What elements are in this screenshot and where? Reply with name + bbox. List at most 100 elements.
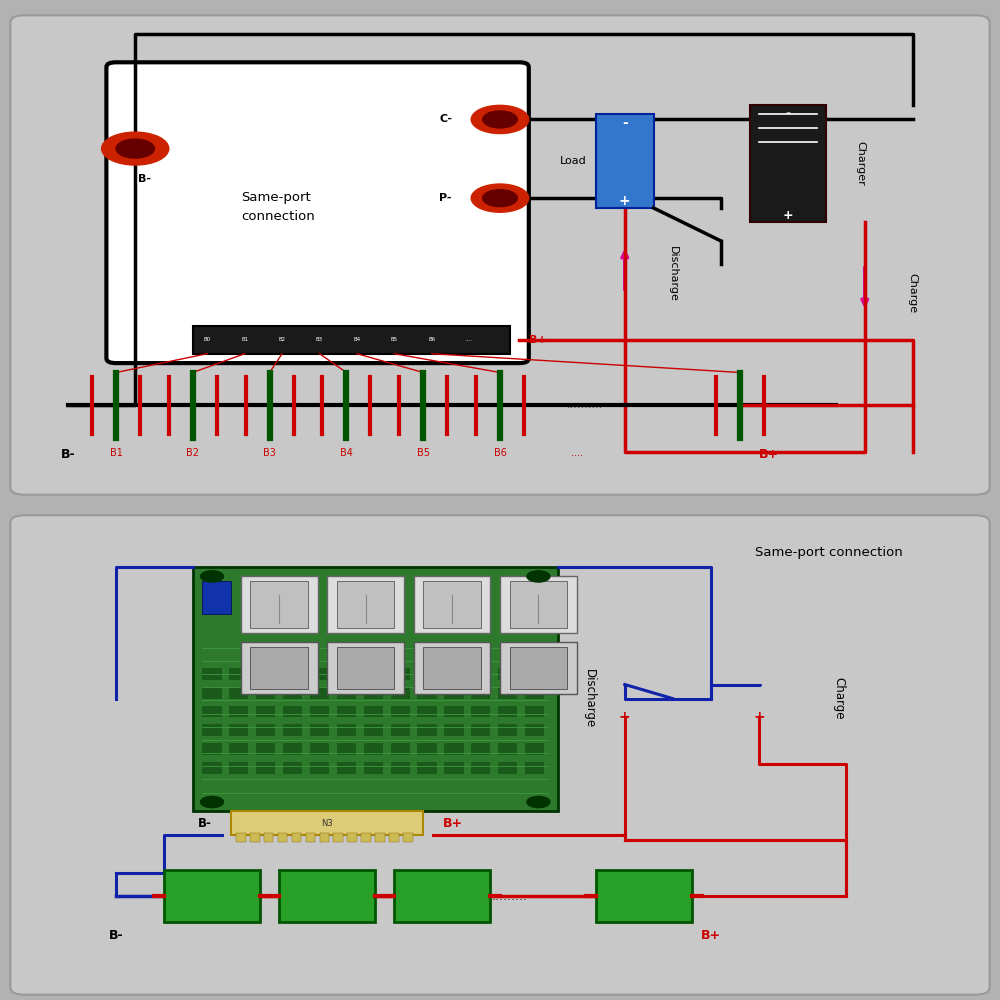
Bar xyxy=(471,724,490,736)
Bar xyxy=(337,706,356,717)
Text: B+: B+ xyxy=(529,335,546,345)
Bar xyxy=(347,833,357,842)
Bar xyxy=(364,762,383,774)
Bar xyxy=(256,668,275,680)
Text: B-: B- xyxy=(198,817,212,830)
Bar xyxy=(250,833,260,842)
Bar xyxy=(310,724,329,736)
Bar xyxy=(525,687,544,699)
Bar xyxy=(256,687,275,699)
Bar xyxy=(525,668,544,680)
Bar xyxy=(310,743,329,755)
Bar xyxy=(471,743,490,755)
Bar xyxy=(337,724,356,736)
Circle shape xyxy=(527,796,550,808)
Bar xyxy=(250,647,308,689)
Bar xyxy=(417,724,437,736)
Text: B+: B+ xyxy=(759,448,779,461)
Bar xyxy=(417,668,437,680)
Text: B2: B2 xyxy=(186,448,199,458)
Bar xyxy=(391,668,410,680)
Bar xyxy=(444,668,464,680)
Bar xyxy=(423,647,481,689)
Bar xyxy=(256,762,275,774)
Bar xyxy=(364,668,383,680)
Text: .........: ......... xyxy=(492,890,528,902)
Bar xyxy=(283,706,302,717)
Text: B1: B1 xyxy=(241,337,248,342)
Bar xyxy=(444,724,464,736)
Circle shape xyxy=(102,132,169,165)
Text: B3: B3 xyxy=(316,337,323,342)
Bar xyxy=(414,642,490,694)
Bar xyxy=(283,724,302,736)
Bar xyxy=(229,706,248,717)
Bar xyxy=(202,581,231,614)
Text: +: + xyxy=(753,710,765,724)
Text: +: + xyxy=(619,710,631,724)
Bar xyxy=(391,743,410,755)
Bar xyxy=(471,762,490,774)
Text: B4: B4 xyxy=(340,448,353,458)
Bar xyxy=(525,724,544,736)
Bar xyxy=(241,642,318,694)
Bar xyxy=(327,642,404,694)
Bar xyxy=(510,581,567,628)
Bar xyxy=(525,706,544,717)
Bar xyxy=(471,687,490,699)
Bar xyxy=(236,833,246,842)
Text: +: + xyxy=(619,194,631,208)
Circle shape xyxy=(200,796,224,808)
Text: B-: B- xyxy=(109,929,123,942)
Bar xyxy=(500,642,577,694)
Bar xyxy=(750,105,826,222)
Bar xyxy=(417,762,437,774)
Bar xyxy=(403,833,413,842)
Text: Charge: Charge xyxy=(908,273,918,313)
Bar xyxy=(310,687,329,699)
Bar xyxy=(193,326,510,354)
Bar xyxy=(164,870,260,922)
Bar xyxy=(229,687,248,699)
Bar xyxy=(391,706,410,717)
Bar xyxy=(310,706,329,717)
Bar xyxy=(283,762,302,774)
Bar xyxy=(250,581,308,628)
Bar xyxy=(471,668,490,680)
Bar xyxy=(364,706,383,717)
Bar xyxy=(337,668,356,680)
Text: ..........: .......... xyxy=(567,400,603,410)
Text: -: - xyxy=(756,678,762,692)
Bar xyxy=(525,743,544,755)
Text: N3: N3 xyxy=(321,819,333,828)
Bar xyxy=(498,706,517,717)
Bar xyxy=(498,687,517,699)
Bar xyxy=(283,687,302,699)
Bar xyxy=(264,833,273,842)
Bar xyxy=(498,724,517,736)
Bar xyxy=(193,567,558,811)
Text: B1: B1 xyxy=(110,448,122,458)
Bar xyxy=(278,833,287,842)
Bar xyxy=(417,743,437,755)
Text: B+: B+ xyxy=(442,817,463,830)
Bar xyxy=(391,762,410,774)
Bar xyxy=(310,668,329,680)
Bar xyxy=(498,762,517,774)
Text: Same-port connection: Same-port connection xyxy=(755,546,903,559)
Bar xyxy=(596,870,692,922)
Bar xyxy=(229,762,248,774)
Text: ....: .... xyxy=(571,448,583,458)
Bar xyxy=(279,870,375,922)
Text: B4: B4 xyxy=(353,337,361,342)
Bar xyxy=(364,724,383,736)
Text: B6: B6 xyxy=(494,448,506,458)
Text: B0: B0 xyxy=(204,337,211,342)
Bar xyxy=(391,687,410,699)
Text: -: - xyxy=(622,116,628,130)
FancyBboxPatch shape xyxy=(106,62,529,363)
Text: B3: B3 xyxy=(263,448,276,458)
Text: Load: Load xyxy=(560,156,586,166)
Bar xyxy=(498,743,517,755)
Bar xyxy=(417,687,437,699)
